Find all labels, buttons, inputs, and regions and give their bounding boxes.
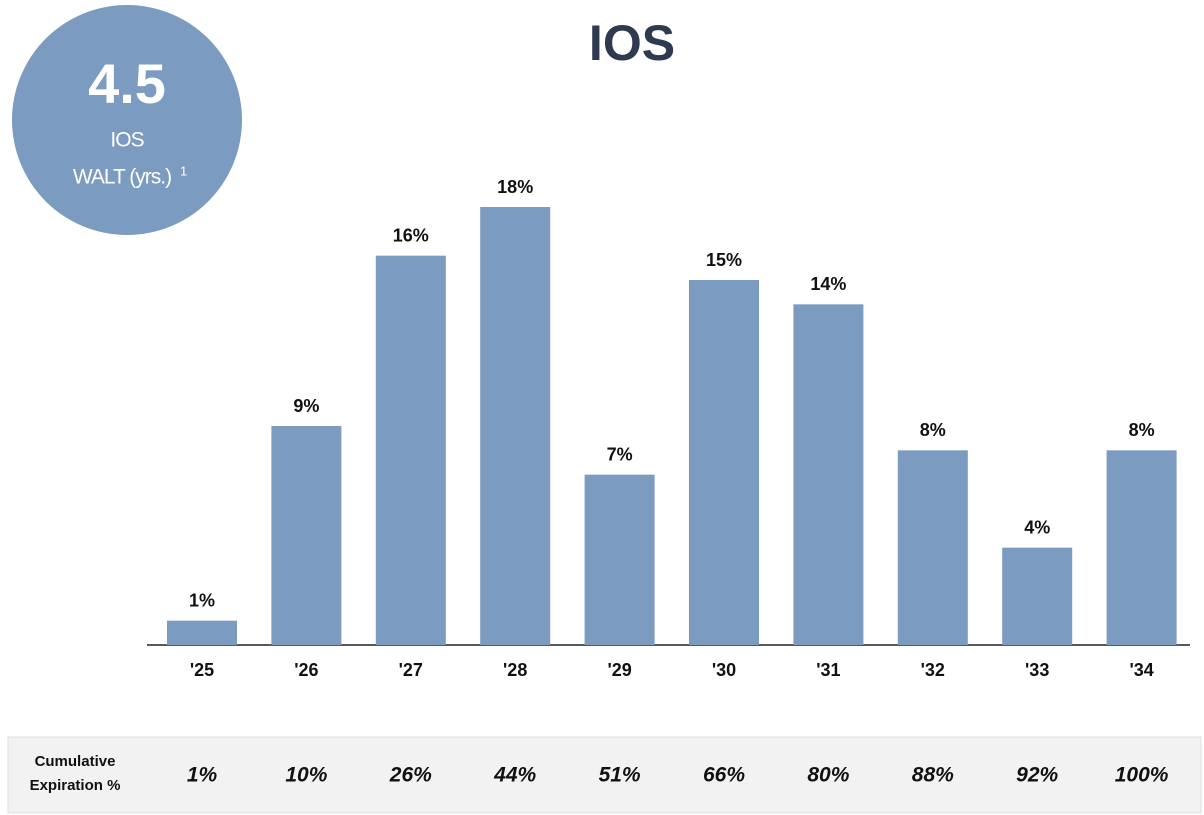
chart-title: IOS (589, 15, 675, 71)
bar (793, 304, 864, 645)
cumulative-row (7, 736, 1202, 814)
x-tick-label: '28 (503, 660, 527, 680)
badge-line: IOS (110, 129, 144, 152)
bar (1002, 547, 1073, 645)
x-tick-label: '31 (816, 660, 840, 680)
data-label: 4% (1024, 517, 1050, 537)
x-tick-label: '27 (399, 660, 423, 680)
cumulative-value: 88% (912, 764, 954, 787)
badge-value: 4.5 (88, 52, 166, 115)
cumulative-value: 1% (187, 764, 218, 787)
data-label: 9% (293, 396, 319, 416)
badge-footnote: 1 (180, 163, 187, 178)
cumulative-value: 92% (1016, 764, 1058, 787)
cumulative-value: 10% (285, 764, 327, 787)
data-label: 8% (1129, 420, 1155, 440)
bar (1106, 450, 1177, 645)
badge (12, 5, 242, 235)
bar (584, 474, 655, 645)
x-tick-label: '30 (712, 660, 736, 680)
data-label: 18% (497, 177, 533, 197)
x-tick-label: '25 (190, 660, 214, 680)
x-tick-label: '26 (294, 660, 318, 680)
cumulative-value: 80% (807, 764, 849, 787)
data-label: 1% (189, 590, 215, 610)
bar (689, 280, 759, 645)
row-label: Expiration % (30, 777, 121, 794)
x-tick-label: '29 (607, 660, 631, 680)
cumulative-value: 26% (389, 764, 432, 787)
data-label: 16% (393, 225, 429, 245)
bar (480, 207, 551, 645)
data-label: 14% (810, 274, 846, 294)
cumulative-value: 66% (703, 764, 745, 787)
data-label: 7% (607, 444, 633, 464)
cumulative-value: 51% (599, 764, 641, 787)
x-tick-label: '34 (1129, 660, 1153, 680)
bar (167, 620, 237, 645)
data-label: 8% (920, 420, 946, 440)
data-label: 15% (706, 250, 742, 270)
badge-line: WALT (yrs.) (73, 166, 171, 189)
x-tick-label: '32 (921, 660, 945, 680)
cumulative-value: 44% (493, 764, 536, 787)
x-tick-label: '33 (1025, 660, 1049, 680)
bar (375, 255, 446, 645)
cumulative-value: 100% (1115, 764, 1169, 787)
bar (897, 450, 968, 645)
row-label: Cumulative (35, 753, 116, 770)
bar (271, 426, 342, 645)
